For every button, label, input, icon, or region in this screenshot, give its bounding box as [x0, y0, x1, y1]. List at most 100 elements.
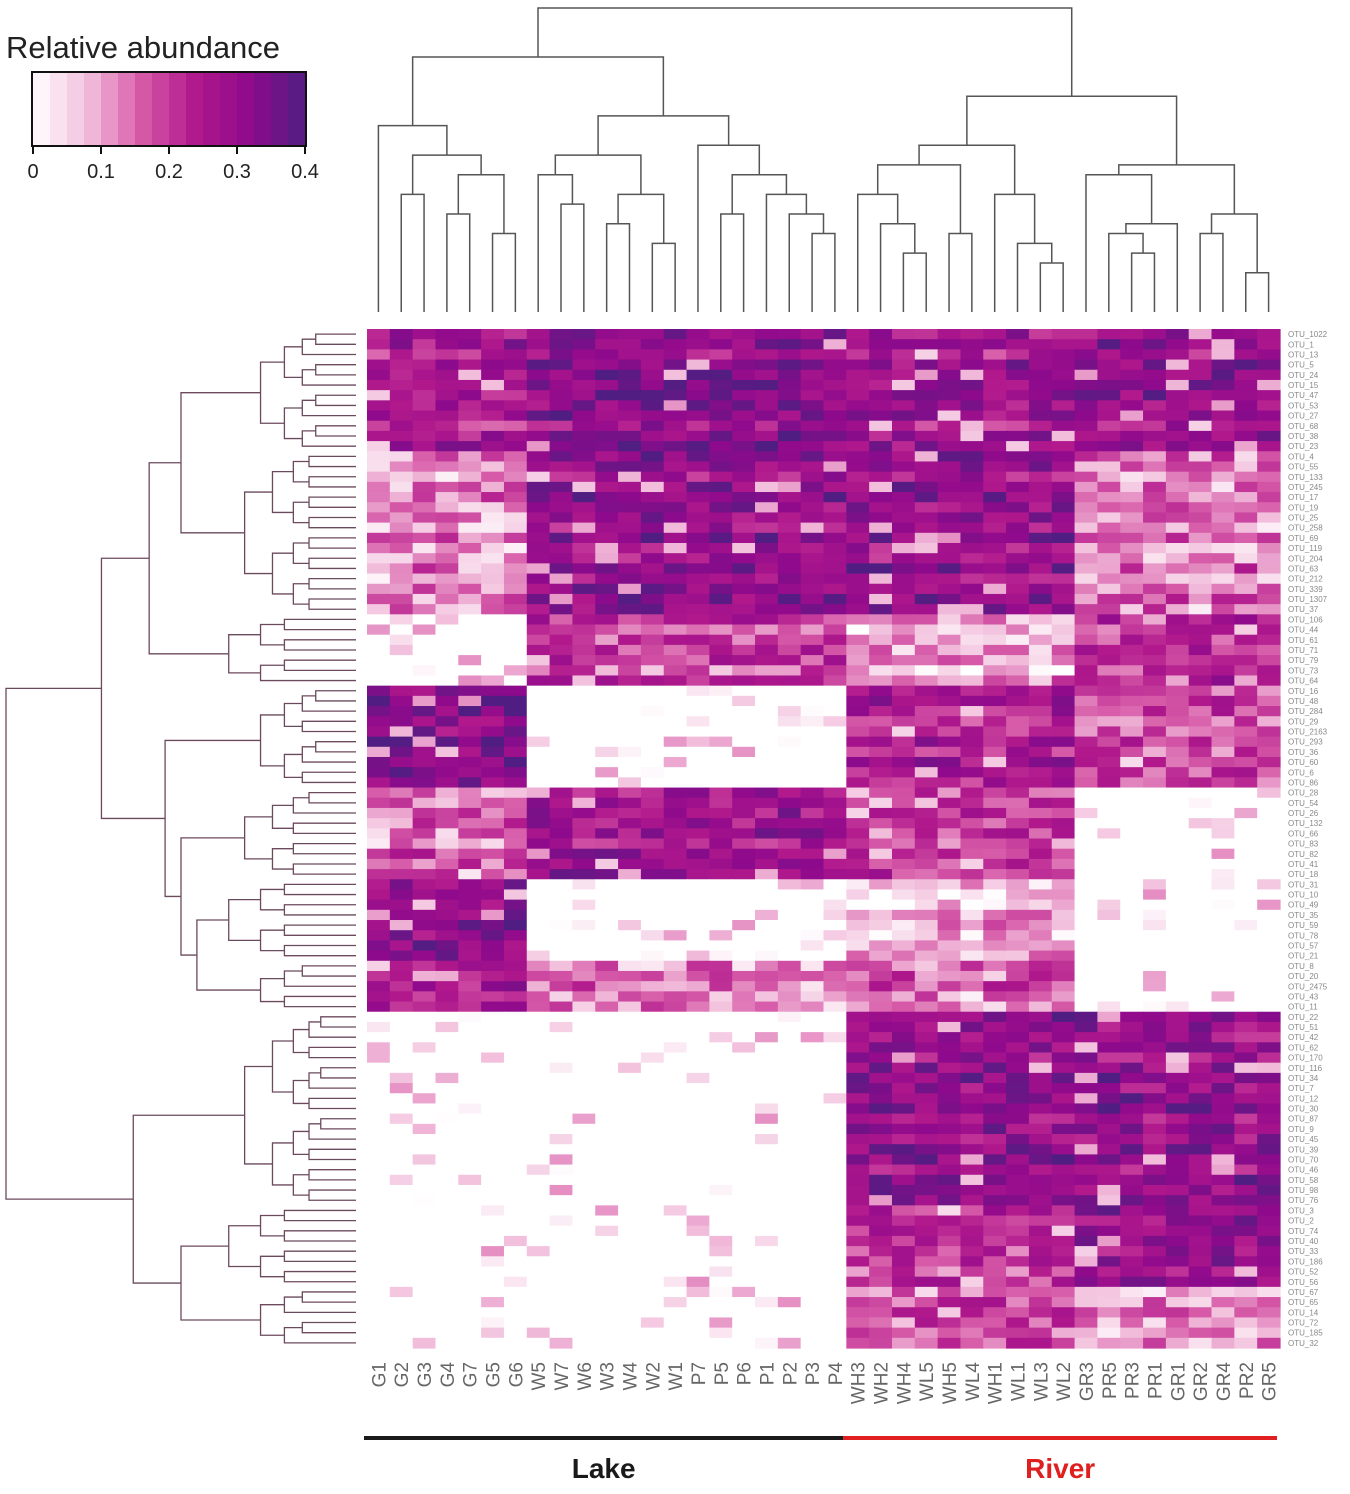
heatmap-cell: [572, 420, 596, 432]
heatmap-cell: [846, 1123, 870, 1135]
heatmap-cell: [800, 573, 825, 585]
heatmap-cell: [458, 960, 482, 972]
heatmap-cell: [937, 1297, 962, 1308]
heatmap-cell: [1097, 991, 1121, 1003]
heatmap-cell: [1006, 970, 1030, 982]
heatmap-cell: [367, 430, 391, 442]
heatmap-cell: [1051, 1134, 1076, 1145]
heatmap-cell: [914, 390, 939, 401]
heatmap-cell: [435, 1072, 459, 1084]
heatmap-cell: [481, 532, 505, 544]
heatmap-cell: [846, 879, 870, 891]
heatmap-cell: [1028, 573, 1053, 585]
heatmap-cell: [458, 920, 482, 931]
heatmap-cell: [389, 807, 414, 819]
heatmap-cell: [709, 1225, 733, 1237]
heatmap-cell: [1074, 1195, 1098, 1206]
heatmap-cell: [846, 1286, 870, 1298]
heatmap-cell: [1234, 369, 1258, 381]
heatmap-cell: [937, 634, 962, 646]
row-label: OTU_20: [1288, 972, 1319, 981]
heatmap-cell: [869, 1042, 893, 1054]
heatmap-cell: [800, 379, 825, 391]
heatmap-cell: [1165, 655, 1190, 666]
heatmap-cell: [549, 1072, 574, 1084]
row-label: OTU_2475: [1288, 982, 1328, 991]
heatmap-cell: [1188, 1011, 1213, 1023]
heatmap-cell: [503, 940, 528, 952]
heatmap-cell: [755, 899, 779, 911]
heatmap-cell: [663, 1001, 688, 1013]
dendrogram-link: [320, 1016, 356, 1028]
heatmap-cell: [755, 644, 779, 656]
heatmap-cell: [1074, 1001, 1098, 1013]
dendrogram-link: [308, 537, 356, 549]
heatmap-cell: [1143, 1235, 1167, 1247]
heatmap-cell: [960, 644, 984, 656]
heatmap-cell: [481, 706, 505, 717]
heatmap-cell: [1211, 624, 1235, 636]
heatmap-cell: [891, 970, 916, 982]
heatmap-cell: [1097, 909, 1121, 921]
heatmap-cell: [367, 899, 391, 911]
heatmap-cell: [1234, 767, 1258, 778]
heatmap-cell: [709, 1297, 733, 1308]
heatmap-cell: [1006, 441, 1030, 452]
heatmap-cell: [1211, 706, 1235, 717]
heatmap-cell: [595, 858, 619, 870]
heatmap-cell: [435, 471, 459, 483]
heatmap-cell: [1143, 848, 1167, 860]
heatmap-cell: [1234, 1052, 1258, 1064]
heatmap-cell: [618, 1276, 642, 1288]
heatmap-cell: [458, 1021, 482, 1033]
heatmap-cell: [937, 481, 962, 493]
heatmap-cell: [618, 1093, 642, 1105]
heatmap-cell: [800, 1042, 825, 1054]
heatmap-cell: [1006, 991, 1030, 1003]
heatmap-cell: [640, 879, 665, 891]
heatmap-cell: [732, 1337, 756, 1349]
heatmap-cell: [640, 420, 665, 432]
heatmap-cell: [526, 960, 551, 972]
heatmap-cell: [1097, 542, 1121, 554]
heatmap-cell: [1165, 675, 1190, 687]
heatmap-cell: [983, 1103, 1007, 1115]
heatmap-cell: [709, 359, 733, 371]
heatmap-cell: [1143, 930, 1167, 941]
heatmap-cell: [640, 981, 665, 992]
heatmap-cell: [572, 981, 596, 992]
heatmap-cell: [663, 624, 688, 636]
heatmap-cell: [572, 950, 596, 962]
heatmap-cell: [755, 1123, 779, 1135]
heatmap-cell: [846, 563, 870, 575]
heatmap-cell: [526, 930, 551, 941]
heatmap-cell: [891, 441, 916, 452]
heatmap-cell: [914, 1113, 939, 1125]
heatmap-cell: [732, 390, 756, 401]
heatmap-cell: [389, 991, 414, 1003]
heatmap-cell: [1234, 349, 1258, 361]
heatmap-cell: [823, 573, 847, 585]
heatmap-cell: [1097, 410, 1121, 422]
heatmap-cell: [1051, 359, 1076, 371]
heatmap-cell: [1074, 1042, 1098, 1054]
heatmap-cell: [640, 359, 665, 371]
heatmap-cell: [1006, 522, 1030, 534]
heatmap-cell: [777, 899, 802, 911]
heatmap-cell: [1120, 716, 1144, 728]
heatmap-cell: [823, 1286, 847, 1298]
heatmap-cell: [367, 512, 391, 524]
heatmap-cell: [618, 1062, 642, 1074]
heatmap-cell: [1097, 1083, 1121, 1094]
heatmap-cell: [1165, 1246, 1190, 1257]
heatmap-cell: [572, 1205, 596, 1217]
heatmap-cell: [1120, 471, 1144, 483]
column-label: GR3: [1077, 1362, 1098, 1401]
heatmap-cell: [481, 1103, 505, 1115]
heatmap-cell: [1074, 451, 1098, 463]
heatmap-cell: [412, 1337, 437, 1349]
heatmap-cell: [412, 349, 437, 361]
heatmap-cell: [846, 461, 870, 473]
heatmap-cell: [1234, 970, 1258, 982]
heatmap-cell: [1006, 1001, 1030, 1013]
